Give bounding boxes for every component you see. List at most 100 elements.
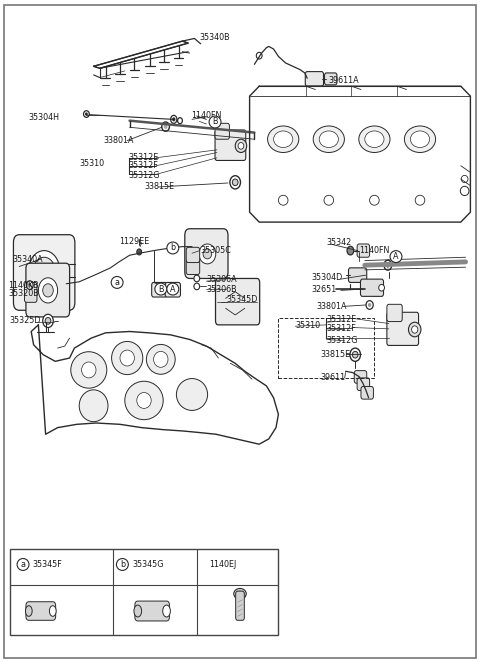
Ellipse shape	[274, 131, 293, 148]
Text: A: A	[393, 252, 399, 261]
FancyBboxPatch shape	[360, 279, 384, 296]
Ellipse shape	[79, 390, 108, 422]
Ellipse shape	[71, 351, 107, 389]
FancyBboxPatch shape	[186, 247, 200, 263]
Ellipse shape	[267, 126, 299, 152]
Ellipse shape	[230, 176, 240, 189]
FancyBboxPatch shape	[26, 263, 70, 317]
FancyBboxPatch shape	[215, 130, 246, 160]
FancyBboxPatch shape	[387, 312, 419, 345]
Ellipse shape	[134, 605, 142, 617]
Ellipse shape	[235, 139, 247, 152]
Ellipse shape	[461, 175, 468, 182]
Ellipse shape	[25, 606, 32, 617]
FancyBboxPatch shape	[26, 602, 56, 621]
Ellipse shape	[411, 326, 418, 333]
Text: 35310: 35310	[295, 321, 320, 330]
Ellipse shape	[460, 186, 469, 196]
Ellipse shape	[324, 195, 334, 206]
FancyBboxPatch shape	[186, 259, 200, 274]
Bar	[278, 318, 374, 378]
Text: 35312F: 35312F	[128, 161, 158, 170]
Ellipse shape	[194, 283, 200, 290]
FancyBboxPatch shape	[357, 378, 370, 391]
Ellipse shape	[370, 195, 379, 206]
Text: 35306B: 35306B	[206, 284, 237, 294]
Ellipse shape	[45, 318, 51, 324]
Ellipse shape	[379, 284, 384, 291]
Ellipse shape	[163, 605, 170, 617]
Text: 35345F: 35345F	[33, 560, 62, 569]
Ellipse shape	[33, 257, 55, 284]
Text: 1140FN: 1140FN	[191, 111, 221, 120]
Text: b: b	[170, 243, 175, 253]
Ellipse shape	[234, 589, 246, 599]
Text: A: A	[170, 284, 176, 294]
Ellipse shape	[137, 392, 151, 408]
FancyBboxPatch shape	[135, 601, 169, 621]
Ellipse shape	[43, 284, 53, 297]
Text: B: B	[212, 117, 218, 127]
Ellipse shape	[319, 131, 338, 148]
Ellipse shape	[146, 345, 175, 374]
Text: 39611: 39611	[321, 373, 346, 383]
Text: 32651: 32651	[311, 285, 336, 294]
FancyBboxPatch shape	[165, 282, 180, 297]
FancyBboxPatch shape	[361, 387, 373, 399]
Text: a: a	[115, 278, 120, 287]
Ellipse shape	[84, 111, 89, 117]
Ellipse shape	[164, 124, 168, 129]
Ellipse shape	[384, 260, 392, 271]
Bar	[10, 549, 278, 635]
Ellipse shape	[162, 122, 169, 131]
FancyBboxPatch shape	[24, 282, 37, 302]
Ellipse shape	[415, 195, 425, 206]
Text: 35312G: 35312G	[326, 335, 358, 345]
Ellipse shape	[238, 143, 244, 149]
Ellipse shape	[365, 131, 384, 148]
Ellipse shape	[368, 303, 372, 307]
Ellipse shape	[178, 118, 182, 124]
FancyBboxPatch shape	[152, 282, 167, 297]
Ellipse shape	[366, 300, 373, 309]
Ellipse shape	[43, 314, 53, 328]
Ellipse shape	[408, 322, 421, 337]
Ellipse shape	[352, 351, 358, 358]
Ellipse shape	[199, 244, 216, 264]
Ellipse shape	[404, 126, 436, 152]
Text: 35312E: 35312E	[128, 153, 158, 162]
Ellipse shape	[172, 117, 176, 121]
Text: 35312G: 35312G	[128, 171, 160, 180]
FancyBboxPatch shape	[13, 235, 75, 310]
Text: 35312E: 35312E	[326, 315, 357, 324]
FancyBboxPatch shape	[216, 278, 260, 325]
Text: 35345D: 35345D	[227, 295, 258, 304]
Ellipse shape	[350, 348, 360, 361]
Text: 35340B: 35340B	[199, 32, 230, 42]
Text: 1140EJ: 1140EJ	[209, 560, 236, 569]
Ellipse shape	[256, 52, 262, 59]
Text: 35305C: 35305C	[201, 246, 231, 255]
Ellipse shape	[194, 275, 200, 282]
Ellipse shape	[171, 115, 177, 123]
FancyBboxPatch shape	[348, 268, 367, 282]
Ellipse shape	[386, 263, 390, 268]
Ellipse shape	[359, 126, 390, 152]
Ellipse shape	[85, 112, 88, 116]
Ellipse shape	[137, 249, 142, 255]
FancyBboxPatch shape	[324, 73, 337, 85]
Ellipse shape	[313, 126, 344, 152]
Ellipse shape	[347, 246, 354, 255]
Ellipse shape	[111, 341, 143, 375]
FancyBboxPatch shape	[236, 591, 244, 621]
Ellipse shape	[278, 195, 288, 206]
FancyBboxPatch shape	[354, 371, 367, 383]
Ellipse shape	[38, 278, 58, 303]
Ellipse shape	[203, 249, 212, 259]
Ellipse shape	[26, 281, 33, 289]
Ellipse shape	[154, 351, 168, 367]
Text: 1129EE: 1129EE	[119, 237, 149, 246]
Text: 35304D: 35304D	[311, 273, 342, 282]
Text: 39611A: 39611A	[329, 76, 360, 85]
FancyBboxPatch shape	[387, 304, 402, 322]
